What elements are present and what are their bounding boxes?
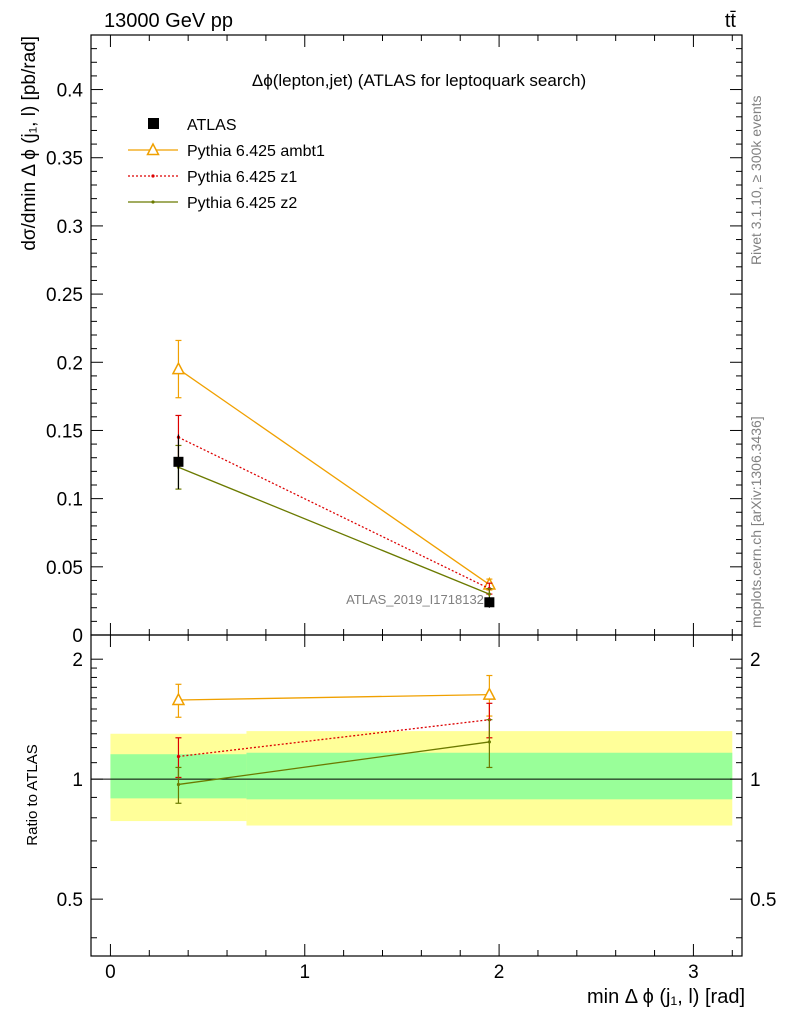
y-tick-label: 0.4 [57, 81, 84, 102]
ratio-y-tick-label-right: 1 [750, 770, 761, 791]
ratio-y-axis-label: Ratio to ATLAS [24, 744, 41, 845]
ratio-y-tick-label: 0.5 [57, 890, 83, 911]
legend-label: Pythia 6.425 ambt1 [187, 143, 325, 160]
energy-label: 13000 GeV pp [104, 10, 233, 32]
x-axis-label: min Δ ϕ (j₁, l) [rad] [587, 986, 745, 1008]
main-plot-panel: 0 0.05 0.1 0.15 0.2 0.25 0.3 0.35 0.4 ATLAS Pythia… [46, 34, 743, 647]
y-tick-label: 0 [72, 626, 83, 647]
data-point-marker [173, 456, 184, 467]
legend-label: Pythia 6.425 z2 [187, 195, 297, 212]
x-tick-label: 0 [105, 962, 116, 983]
legend-label: Pythia 6.425 z1 [187, 169, 297, 186]
ratio-series-line [178, 741, 490, 786]
analysis-watermark: ATLAS_2019_I1718132 [346, 592, 484, 607]
process-label: tt̄ [725, 10, 737, 32]
y-tick-label: 0.3 [57, 217, 83, 238]
y-tick-label: 0.2 [57, 353, 83, 374]
y-tick-label: 0.25 [46, 285, 83, 306]
ratio-y-tick-label: 2 [72, 650, 83, 671]
y-tick-label: 0.15 [46, 421, 83, 442]
marker-dot [151, 174, 155, 178]
rivet-label: Rivet 3.1.10, ≥ 300k events [748, 95, 764, 265]
legend-marker-data [148, 118, 159, 129]
ratio-y-tick-label-right: 0.5 [750, 890, 776, 911]
mcplots-label: mcplots.cern.ch [arXiv:1306.3436] [748, 416, 764, 628]
marker-triangle [171, 361, 186, 375]
x-tick-label: 2 [494, 962, 505, 983]
y-tick-label: 0.1 [57, 490, 83, 511]
y-tick-label: 0.35 [46, 149, 83, 170]
ratio-plot-panel: 0 1 2 3 0.5 0.5 1 1 2 2 [57, 35, 776, 983]
marker-dot [487, 740, 491, 744]
main-y-axis-label: dσ/dmin Δ ϕ (j₁, l) [pb/rad] [19, 36, 40, 251]
ratio-series-line [178, 719, 490, 758]
marker-dot [176, 782, 181, 787]
marker-triangle [482, 686, 497, 700]
mc-series-line [178, 368, 490, 586]
marker-dot [176, 754, 181, 759]
legend-label-data: ATLAS [187, 117, 237, 134]
y-tick-label: 0.05 [46, 558, 83, 579]
marker-dot [151, 200, 155, 204]
marker-triangle [146, 142, 160, 156]
marker-dot [487, 592, 491, 596]
data-point-marker [484, 597, 495, 608]
x-tick-label: 3 [688, 962, 699, 983]
marker-triangle [171, 692, 186, 706]
ratio-y-tick-label-right: 2 [750, 650, 761, 671]
mc-series-line [178, 466, 490, 595]
mc-series-line [178, 436, 490, 590]
x-tick-label: 1 [299, 962, 310, 983]
ratio-y-tick-label: 1 [72, 770, 83, 791]
ratio-plot-frame [90, 634, 743, 957]
main-title: Δϕ(lepton,jet) (ATLAS for leptoquark sea… [252, 71, 586, 90]
ratio-series-line [178, 693, 490, 701]
legend: ATLAS Pythia 6.425 ambt1 Pythia 6.425 z1 Py… [128, 117, 325, 212]
